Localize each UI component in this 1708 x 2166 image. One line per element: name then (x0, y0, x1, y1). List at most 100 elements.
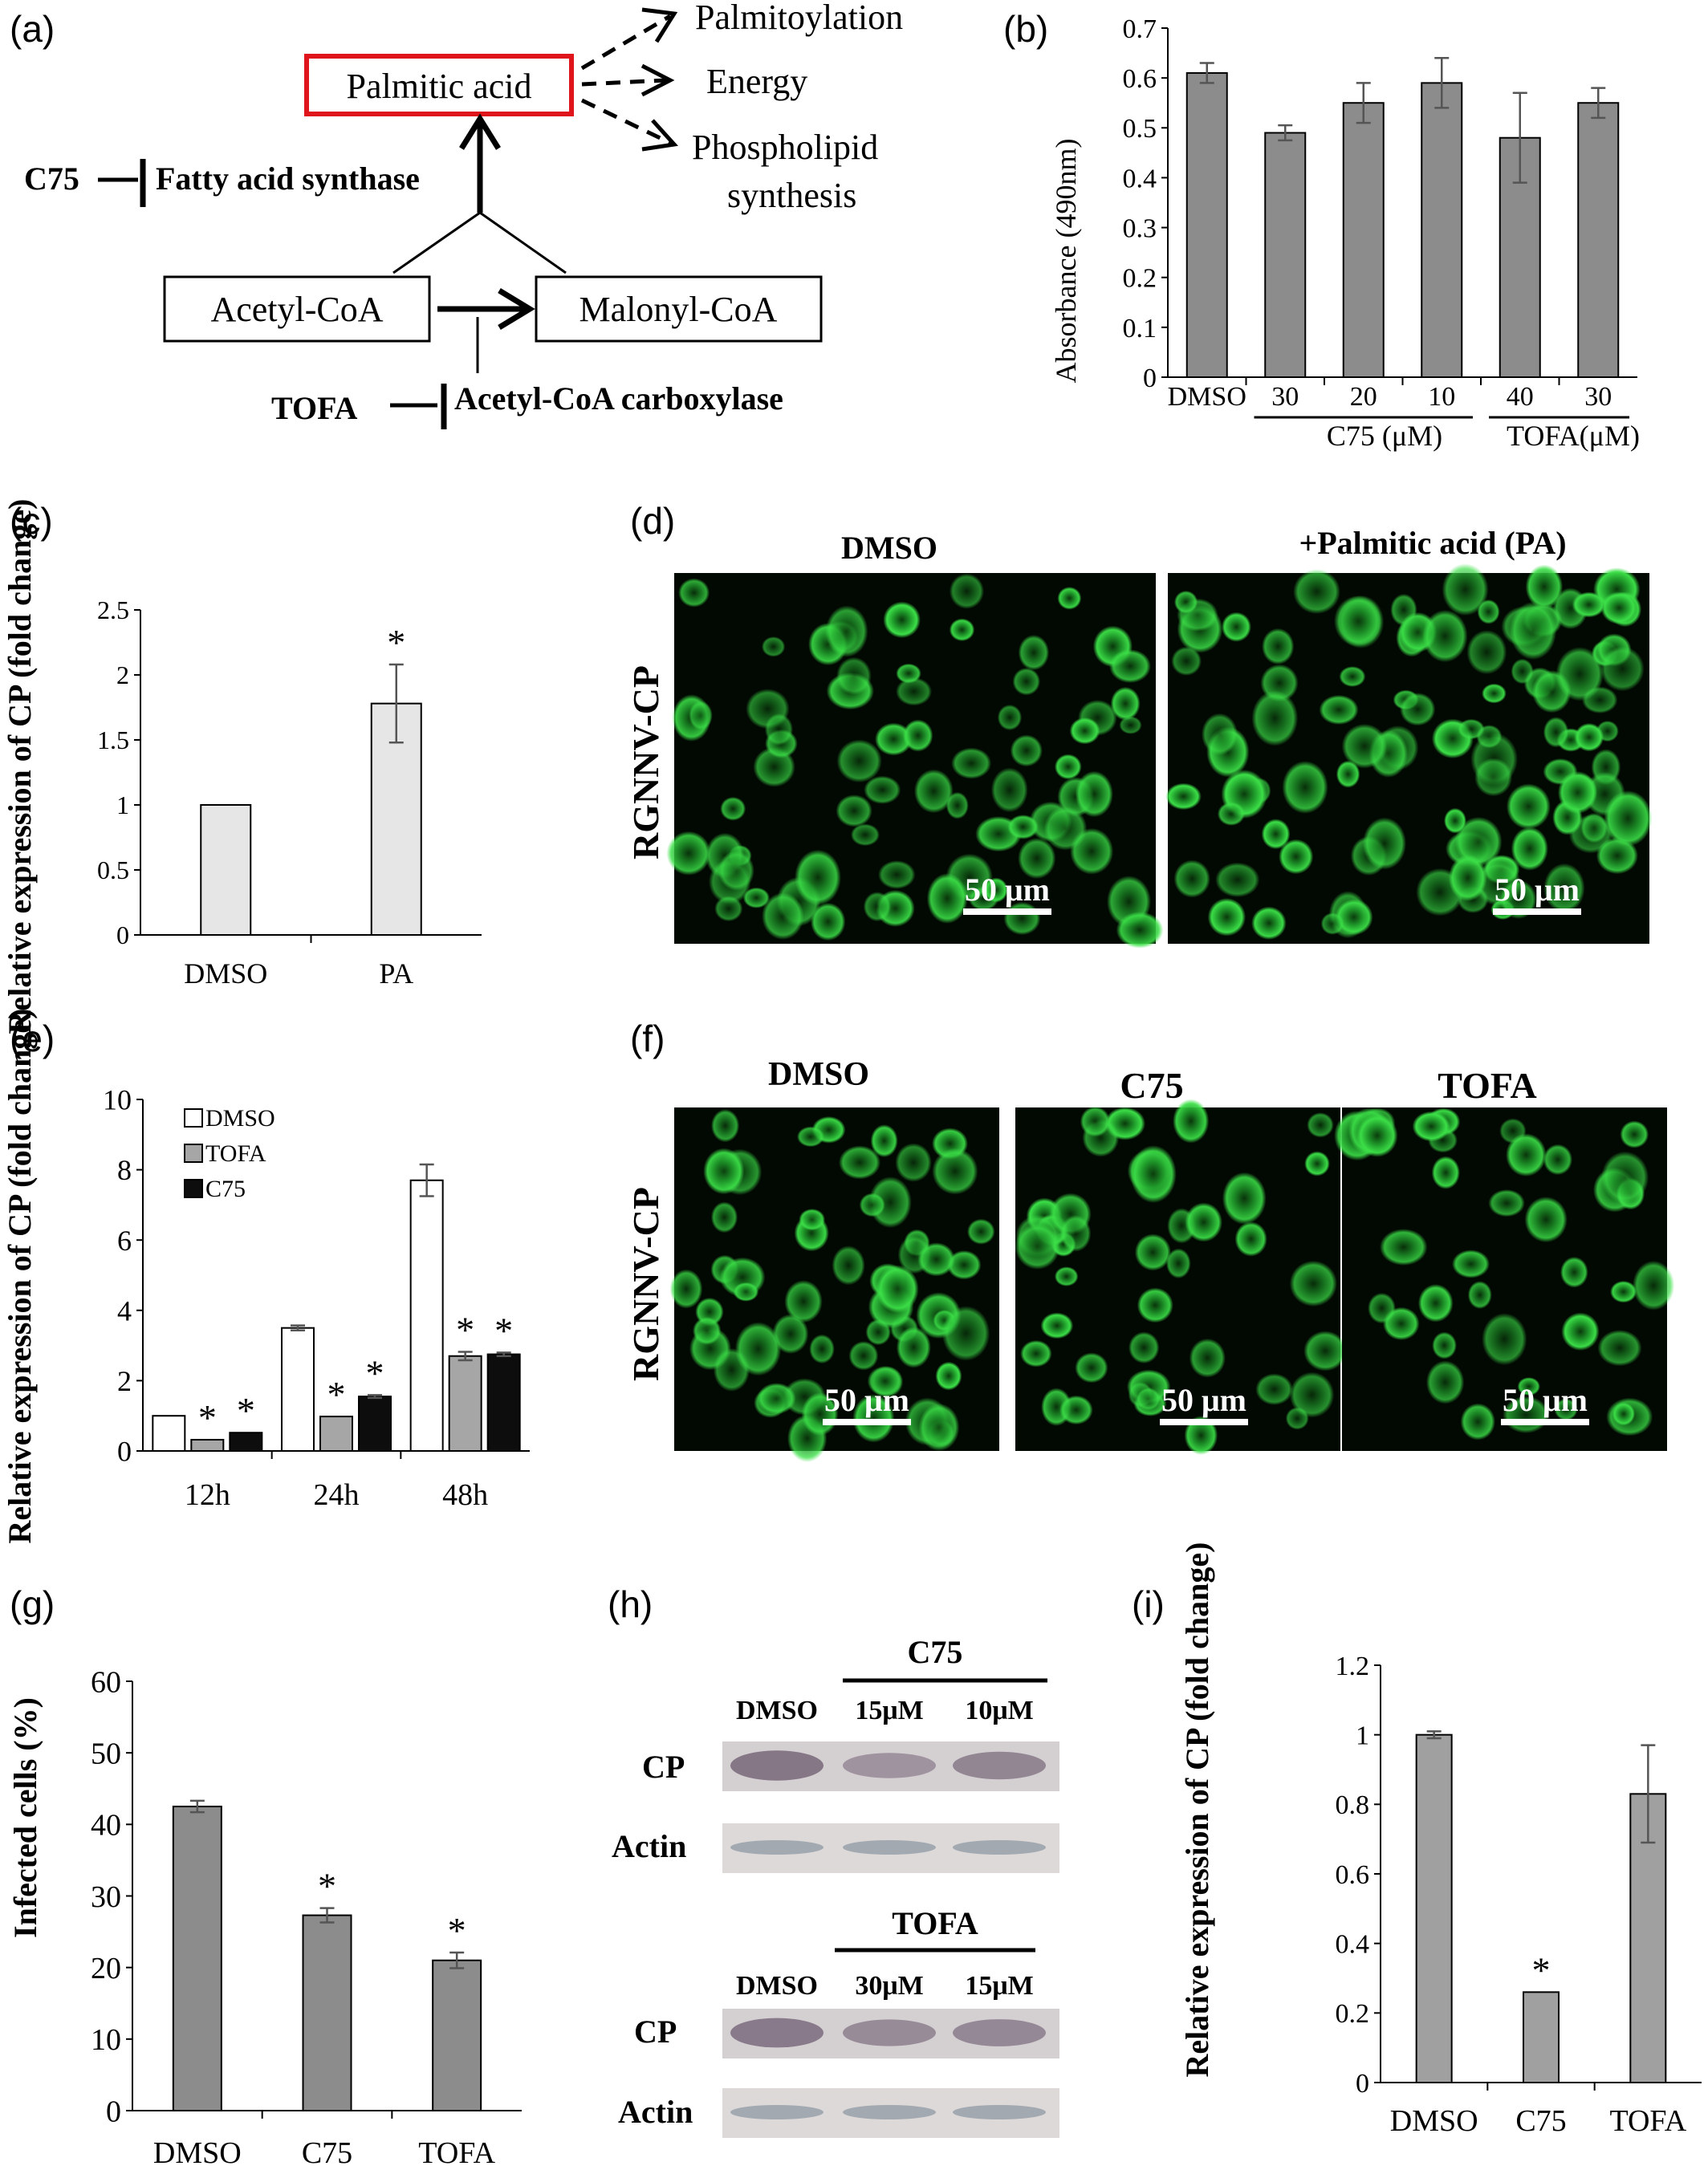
fluorescent-cell (1303, 1331, 1348, 1372)
fluorescent-cell (946, 791, 969, 819)
chart-e: 0 2 4 6 8 10 12h 24h 48h * * * * * * DMSO TOFA C75 Rela… (2, 1009, 530, 1543)
fluorescent-cell (1600, 591, 1637, 624)
fluorescent-cell (941, 1306, 990, 1361)
chart-b-10-bar (1421, 82, 1463, 378)
fluorescent-cell (764, 713, 794, 746)
fluorescent-cell (1335, 899, 1373, 936)
fluorescent-cell (1554, 1398, 1578, 1421)
legend-swatch-tofa (184, 1144, 203, 1163)
fluorescent-cell (1080, 1106, 1111, 1137)
fluorescent-cell (1307, 1112, 1334, 1138)
fluorescent-cell (1460, 1403, 1495, 1441)
chart-b-ylabel: Absorbance (490nm) (1050, 139, 1082, 384)
fluorescent-cell (1543, 863, 1585, 913)
fluorescent-cell (848, 1341, 879, 1371)
malonyl-coa-box (535, 275, 823, 343)
fluorescent-cell (832, 1246, 865, 1286)
blot-top-lane-1: 15μM (855, 1696, 923, 1725)
chart-i-ytick-label: 0.2 (1336, 1999, 1370, 2029)
fluorescent-cell (1556, 647, 1604, 701)
scale-bar (1493, 908, 1581, 915)
fluorescent-cell (1341, 723, 1388, 769)
fluorescent-cell (876, 1265, 919, 1314)
fluorescent-cell (1261, 819, 1291, 850)
chart-c-pa-significance-star: * (387, 622, 405, 663)
chart-b-20-bar (1342, 102, 1385, 378)
fluorescent-cell (932, 1148, 978, 1195)
merge-lines (392, 211, 567, 274)
chart-g-c75-significance-star: * (318, 1866, 336, 1907)
fluorescent-cell (1425, 1360, 1465, 1404)
blot-band-cp (843, 2019, 936, 2046)
panel-label-d: (d) (630, 500, 675, 542)
fluorescent-cell (867, 1366, 902, 1396)
fluorescent-cell (1015, 1223, 1060, 1270)
fluorescent-cell (1110, 686, 1141, 721)
chart-g-ylabel: Infected cells (%) (7, 1697, 43, 1938)
fluorescent-cell (838, 1145, 881, 1180)
chart-b-group-tofa: TOFA(μM) (1507, 420, 1640, 452)
chart-c: 0 0.5 1 1.5 2 2.5 DMSO PA * Relative expression… (2, 499, 482, 1034)
fluorescent-cell (1057, 587, 1082, 610)
fluorescent-cell (895, 1143, 932, 1182)
fluorescent-cell (1137, 1287, 1173, 1323)
chart-e-c75-bar (486, 1353, 521, 1453)
fluorescent-cell (1059, 1395, 1093, 1425)
fluorescent-cell (810, 902, 846, 941)
fluorescent-cell (1574, 722, 1604, 752)
fluorescent-cell (809, 1334, 835, 1364)
fluorescent-cell (1431, 1156, 1460, 1189)
palmitic-acid-label: Palmitic acid (347, 67, 532, 106)
chart-b-category-label: 10 (1428, 382, 1455, 412)
fluorescent-cell (1432, 1331, 1457, 1359)
chart-g-axes: 0 10 20 30 40 50 60 DMSO C75 TOFA (91, 1665, 522, 2166)
palmitic-acid-box (304, 54, 574, 116)
blot-top-row-actin: Actin (612, 1828, 686, 1864)
legend-swatch-c75 (184, 1179, 203, 1198)
fluorescent-cell (1173, 1099, 1210, 1144)
chart-c-bars: * (200, 622, 422, 936)
fluorescent-cell (718, 850, 754, 891)
fluorescent-cell (1339, 666, 1366, 688)
fluorescent-cell (689, 701, 713, 730)
fluorescent-cell (1336, 760, 1360, 788)
chart-b-30-bar (1577, 102, 1620, 378)
fluorescent-cell (1018, 635, 1050, 671)
chart-e-category-label: 48h (442, 1478, 488, 1512)
panel-labels: (a) (b) (c) (d) (e) (f) (g) (h) (i) (10, 8, 1165, 1625)
fluorescent-cell (1201, 713, 1238, 756)
fluorescent-cell (918, 1403, 960, 1452)
fluorescent-cell (1136, 1388, 1161, 1411)
tofa-label: TOFA (271, 390, 358, 426)
fluorescent-cell (1007, 815, 1039, 839)
fluorescent-cell (784, 1280, 823, 1323)
chart-e-dmso-bar (409, 1179, 444, 1452)
blot-band-cp (730, 2018, 824, 2048)
fluorescent-cell (762, 892, 804, 940)
chart-c-ytick-label: 2.5 (97, 595, 129, 624)
blot-band-actin (843, 2105, 936, 2119)
acetyl-coa-box (163, 275, 431, 343)
blot-bottom-bands (722, 2009, 1059, 2138)
chart-b-category-label: 40 (1507, 382, 1534, 412)
fluorescent-cell (946, 1250, 982, 1280)
fluorescent-cell (1128, 1331, 1160, 1364)
fluorescent-cell (850, 823, 880, 847)
fluorescent-cell (1454, 816, 1503, 867)
fluorescent-cell (1054, 1266, 1079, 1286)
chart-b-axes: 0 0.1 0.2 0.3 0.4 0.5 0.6 0.7 DMSO 30 20 10 40 30 (1123, 14, 1637, 419)
fluorescent-cell (1165, 1248, 1191, 1279)
legend-swatch-dmso (184, 1108, 203, 1128)
chart-i-ytick-label: 1.2 (1336, 1652, 1370, 1681)
chart-c-axes: 0 0.5 1 1.5 2 2.5 DMSO PA (97, 595, 482, 990)
fluorescent-cell (1543, 1144, 1573, 1176)
blot-band-cp (953, 2019, 1046, 2046)
fluorescent-cell (1165, 782, 1202, 811)
fluorescent-cell (1596, 837, 1638, 875)
micrograph-f-dmso: 50 μm (669, 1107, 999, 1462)
chart-g-dmso-bar (172, 1806, 222, 2112)
fluorescent-cell (1448, 854, 1487, 901)
chart-b-ytick-label: 0.5 (1123, 114, 1157, 144)
chart-g-ytick-label: 40 (91, 1809, 121, 1843)
fluorescent-cell (692, 1316, 722, 1345)
